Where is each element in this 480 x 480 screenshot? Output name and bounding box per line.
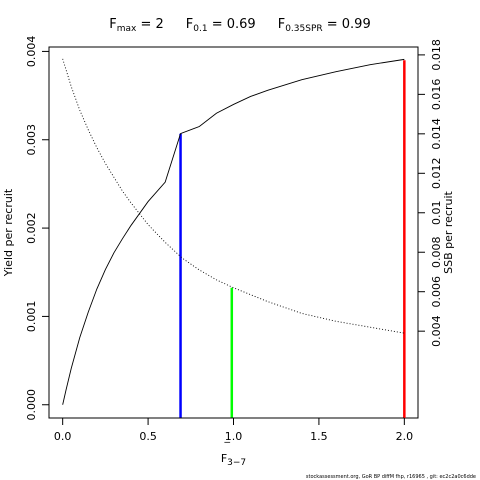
title-part-main: F bbox=[109, 17, 116, 32]
reference-lines bbox=[179, 60, 406, 418]
y-right-tick-label: 0.016 bbox=[430, 79, 443, 111]
title-text: Fmax = 2 F0.1 = 0.69 F0.35SPR = 0.99 bbox=[109, 17, 370, 34]
title-part-main: F bbox=[278, 17, 285, 32]
chart-title: Fmax = 2 F0.1 = 0.69 F0.35SPR = 0.99 bbox=[109, 17, 370, 34]
x-axis-title: F3−7‾ bbox=[221, 440, 246, 468]
y-left-tick-label: 0.003 bbox=[25, 124, 38, 156]
title-part-sub: 0.35SPR bbox=[285, 24, 322, 34]
y-right-tick-label: 0.012 bbox=[430, 158, 443, 190]
y-right-tick-label: 0.01 bbox=[430, 201, 443, 226]
title-part-value: = 0.69 bbox=[208, 17, 256, 32]
x-axis: 0.0 0.5 1.0 1.5 2.0 bbox=[54, 417, 414, 443]
yield-per-recruit-line bbox=[62, 58, 405, 405]
series-group bbox=[62, 58, 405, 405]
y-right-tick-label: 0.014 bbox=[430, 118, 443, 150]
footer-note: stockassessment.org, GoR BP diffM fhp, r… bbox=[306, 474, 476, 480]
x-tick-label: 1.0 bbox=[225, 430, 243, 443]
title-part-value: = 2 bbox=[136, 17, 163, 32]
y-axis-left: 0.000 0.001 0.002 0.003 0.004 bbox=[25, 36, 50, 421]
y-right-tick-label: 0.006 bbox=[430, 276, 443, 308]
title-part-value: = 0.99 bbox=[323, 17, 371, 32]
y-left-tick-label: 0.004 bbox=[25, 36, 38, 68]
x-tick-label: 1.5 bbox=[310, 430, 328, 443]
y-left-tick-label: 0.000 bbox=[25, 389, 38, 421]
y-right-tick-label: 0.008 bbox=[430, 236, 443, 268]
y-left-tick-label: 0.001 bbox=[25, 301, 38, 333]
x-tick-label: 0.5 bbox=[139, 430, 157, 443]
y-right-tick-label: 0.004 bbox=[430, 315, 443, 347]
y-axis-right-title: SSB per recruit bbox=[442, 190, 455, 273]
title-part-main: F bbox=[186, 17, 193, 32]
ssb-per-recruit-line bbox=[62, 58, 405, 334]
y-right-tick-label: 0.018 bbox=[430, 39, 443, 71]
y-axis-left-title: Yield per recruit bbox=[2, 188, 15, 277]
x-axis-title-text: F3−7 bbox=[221, 452, 246, 468]
y-left-tick-label: 0.002 bbox=[25, 212, 38, 244]
x-axis-title-bar: ‾ bbox=[224, 440, 231, 453]
x-tick-label: 0.0 bbox=[54, 430, 72, 443]
plot-frame bbox=[48, 46, 419, 419]
title-part-sub: 0.1 bbox=[193, 24, 207, 34]
x-axis-title-main: F bbox=[221, 452, 227, 465]
x-axis-title-sub: 3−7 bbox=[227, 458, 246, 468]
y-axis-right: 0.004 0.006 0.008 0.01 0.012 0.014 0.016 0.018 bbox=[417, 39, 443, 347]
x-tick-label: 2.0 bbox=[396, 430, 414, 443]
title-part-sub: max bbox=[117, 24, 137, 34]
